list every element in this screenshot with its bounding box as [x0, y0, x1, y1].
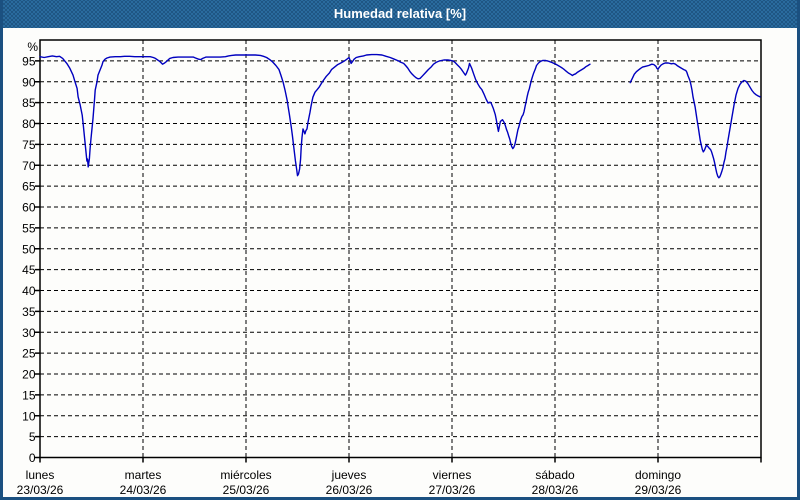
x-axis-day-name: jueves — [331, 468, 367, 482]
plot-border — [39, 39, 762, 459]
axis-ticks — [35, 60, 762, 463]
svg-text:5: 5 — [29, 430, 36, 444]
x-axis-day-date: 23/03/26 — [17, 483, 64, 497]
x-axis-day-name: sábado — [535, 468, 575, 482]
x-axis-day-date: 29/03/26 — [635, 483, 682, 497]
svg-text:70: 70 — [22, 159, 36, 173]
x-axis-day-date: 25/03/26 — [223, 483, 270, 497]
svg-text:95: 95 — [22, 54, 36, 68]
x-axis-day-name: martes — [125, 468, 162, 482]
svg-text:85: 85 — [22, 96, 36, 110]
y-axis-unit-label: % — [27, 40, 38, 54]
svg-text:90: 90 — [22, 75, 36, 89]
svg-text:50: 50 — [22, 242, 36, 256]
x-axis-day-name: miércoles — [220, 468, 271, 482]
svg-text:10: 10 — [22, 409, 36, 423]
svg-text:45: 45 — [22, 263, 36, 277]
svg-text:60: 60 — [22, 201, 36, 215]
y-gridlines — [40, 60, 761, 438]
svg-text:35: 35 — [22, 305, 36, 319]
svg-text:65: 65 — [22, 180, 36, 194]
x-axis-day-name: lunes — [26, 468, 55, 482]
x-axis-day-date: 24/03/26 — [120, 483, 167, 497]
chart-svg: 0 5 10 15 20 25 30 35 40 45 50 55 60 65 70 75 80 85 90 95% l… — [17, 39, 762, 497]
x-axis-day-name: domingo — [635, 468, 681, 482]
x-axis-day-date: 28/03/26 — [532, 483, 579, 497]
x-axis-day-name: viernes — [433, 468, 472, 482]
svg-text:30: 30 — [22, 326, 36, 340]
window-title: Humedad relativa [%] — [333, 6, 467, 21]
x-axis-day-date: 27/03/26 — [429, 483, 476, 497]
title-bar: Humedad relativa [%] — [3, 0, 797, 28]
svg-text:75: 75 — [22, 138, 36, 152]
svg-text:20: 20 — [22, 368, 36, 382]
humidity-line — [39, 53, 761, 179]
svg-text:0: 0 — [29, 451, 36, 465]
x-axis-day-date: 26/03/26 — [326, 483, 373, 497]
y-axis-labels: 0 5 10 15 20 25 30 35 40 45 50 55 60 65 70 75 80 85 90 95% — [22, 40, 38, 465]
svg-text:25: 25 — [22, 347, 36, 361]
svg-text:55: 55 — [22, 221, 36, 235]
svg-text:80: 80 — [22, 117, 36, 131]
svg-text:15: 15 — [22, 388, 36, 402]
chart-area: 0 5 10 15 20 25 30 35 40 45 50 55 60 65 70 75 80 85 90 95% l… — [3, 28, 797, 497]
svg-text:40: 40 — [22, 284, 36, 298]
